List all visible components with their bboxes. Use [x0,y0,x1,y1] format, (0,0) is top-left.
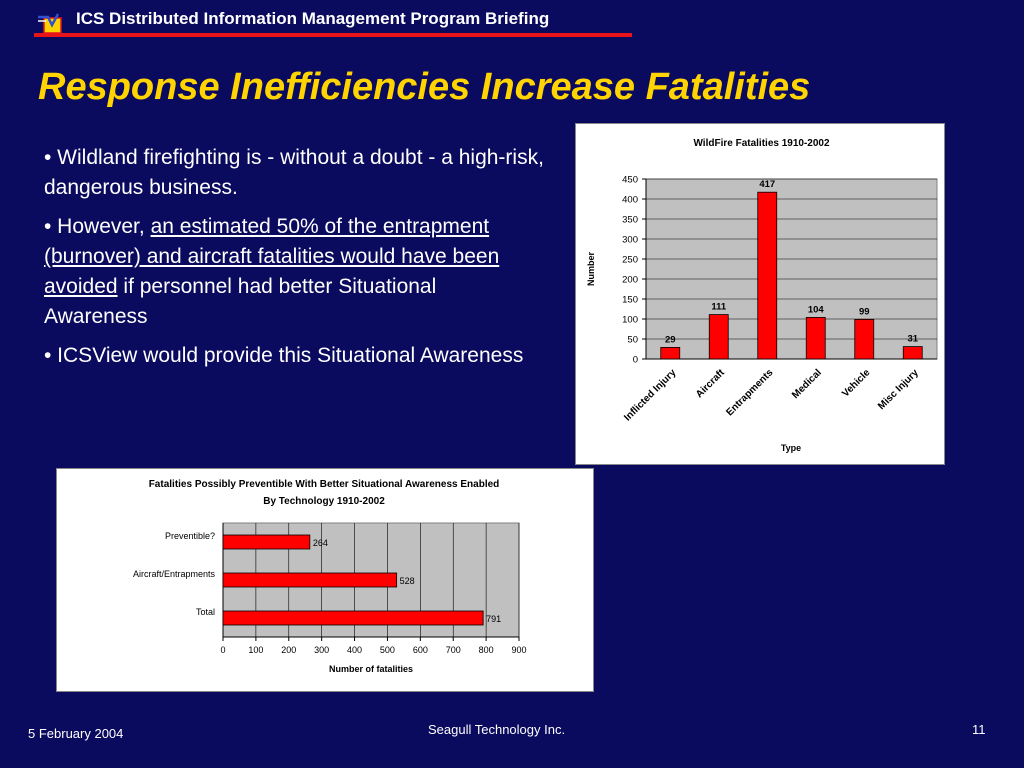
y-tick-label: 250 [622,255,638,266]
x-tick-label: 200 [281,645,296,655]
y-tick-label: 150 [622,295,638,306]
y-tick-label: 300 [622,235,638,246]
x-tick-label: Misc Injury [876,367,921,412]
plot-area [645,178,938,360]
y-tick-label: 50 [627,335,638,346]
y-tick-label: Total [196,607,215,617]
y-tick-label: 100 [622,315,638,326]
header-title: ICS Distributed Information Management P… [76,9,550,28]
seagull-logo-icon [38,13,62,34]
x-axis-label: Number of fatalities [329,664,413,674]
y-tick-label: 450 [622,175,638,186]
x-tick-label: 700 [446,645,461,655]
x-tick-label: 100 [248,645,263,655]
bar [222,610,484,626]
bullet-2-emphasis: an estimated 50% of the entrapment (burn… [44,215,500,298]
page-number: 11 [972,722,986,737]
x-tick-label: Aircraft [694,367,727,400]
data-label: 104 [808,304,825,315]
bullet-3: • ICSView would provide this Situational… [44,344,524,367]
bullet-list: • Wildland firefighting is - without a d… [44,143,544,380]
bar [708,314,729,360]
chart-subtitle: By Technology 1910-2002 [263,496,385,507]
x-tick-label: 500 [380,645,395,655]
footer-date: 5 February 2004 [28,726,124,741]
bullet-1: • Wildland firefighting is - without a d… [44,146,544,199]
x-tick-label: Inflicted Injury [622,367,678,423]
data-label: 264 [313,538,328,548]
x-tick-label: 300 [314,645,329,655]
slide-title: Response Inefficiencies Increase Fatalit… [38,66,811,108]
x-tick-label: 0 [220,645,225,655]
bar [805,316,826,360]
x-tick-label: Entrapments [724,367,775,418]
bar [222,534,311,550]
header-divider [34,33,632,37]
y-tick-label: 400 [622,195,638,206]
bar [854,318,875,360]
data-label: 99 [859,306,870,317]
y-tick-label: 200 [622,275,638,286]
preventable-fatalities-chart: Fatalities Possibly Preventible With Bet… [56,468,594,692]
y-tick-label: Preventible? [165,531,215,541]
preventable-fatalities-svg: Fatalities Possibly Preventible With Bet… [133,479,527,674]
x-axis-label: Type [781,443,801,453]
bar [660,346,681,360]
bar [222,572,398,588]
data-label: 31 [907,334,918,345]
bullet-2-suffix: if personnel had better Situational Awar… [44,275,437,328]
data-label: 791 [486,614,501,624]
x-tick-label: Medical [790,367,824,401]
chart-title: WildFire Fatalities 1910-2002 [693,138,830,149]
wildfire-fatalities-svg: WildFire Fatalities 1910-2002 0 50 100 150 20… [586,138,938,453]
data-label: 528 [400,576,415,586]
bar [757,191,778,360]
bullet-2: • However, an estimated 50% of the entra… [44,212,544,332]
x-tick-label: 800 [479,645,494,655]
y-tick-label: 350 [622,215,638,226]
y-tick-label: Aircraft/Entrapments [133,569,216,579]
bullet-2-prefix: • However, [44,215,151,238]
data-label: 111 [711,302,727,313]
x-tick-label: Vehicle [840,367,872,399]
header-bar: ICS Distributed Information Management P… [34,6,632,38]
y-tick-label: 0 [633,355,638,366]
x-tick-label: 400 [347,645,362,655]
x-tick-label: 600 [413,645,428,655]
chart-title: Fatalities Possibly Preventible With Bet… [149,479,500,490]
wildfire-fatalities-chart: WildFire Fatalities 1910-2002 0 50 100 150 20… [575,123,945,465]
footer-company: Seagull Technology Inc. [428,722,566,737]
data-label: 29 [665,334,676,345]
y-axis-label: Number [586,252,596,287]
data-label: 417 [759,179,775,190]
x-tick-label: 900 [511,645,526,655]
bar [902,346,923,360]
